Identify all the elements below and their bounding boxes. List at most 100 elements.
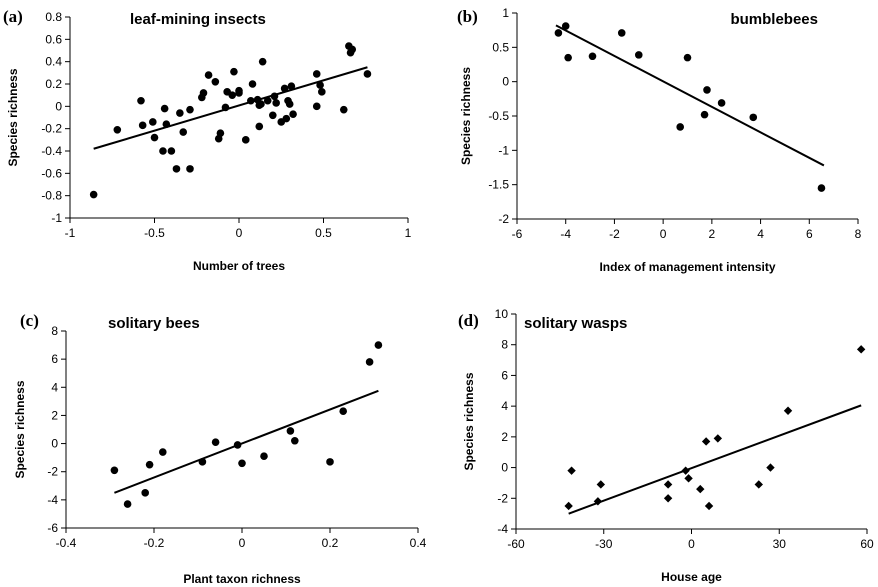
data-point bbox=[363, 70, 372, 78]
data-point bbox=[564, 501, 573, 511]
data-point bbox=[110, 466, 119, 475]
y-tick-label: 0.6 bbox=[45, 32, 62, 46]
data-point bbox=[241, 136, 250, 144]
data-point bbox=[89, 190, 98, 199]
data-point bbox=[696, 484, 705, 494]
data-point bbox=[683, 53, 692, 62]
data-point bbox=[230, 67, 238, 76]
y-axis-title: Species richness bbox=[6, 68, 20, 166]
chart-title: bumblebees bbox=[730, 11, 818, 28]
y-tick-label: 4 bbox=[51, 380, 58, 394]
data-point bbox=[150, 133, 159, 142]
data-point bbox=[318, 88, 326, 96]
data-point bbox=[263, 96, 272, 105]
x-tick-label: -4 bbox=[560, 227, 571, 241]
data-point bbox=[141, 489, 149, 497]
data-point bbox=[289, 110, 297, 118]
data-point bbox=[561, 22, 570, 30]
chart-panel-c: -6 -4 -2 0 2 4 6 8 -0.4 -0.2 0 0.2 0.4 (c) solitary be… bbox=[13, 311, 427, 586]
data-point bbox=[198, 458, 207, 466]
x-tick-label: 30 bbox=[773, 537, 787, 551]
data-point bbox=[159, 448, 167, 456]
x-tick-label: 0.5 bbox=[315, 226, 332, 240]
data-point bbox=[257, 100, 265, 108]
data-point bbox=[272, 99, 280, 107]
data-point bbox=[676, 123, 684, 131]
y-tick-label: 0.8 bbox=[45, 10, 62, 24]
y-tick-label: 8 bbox=[51, 324, 58, 338]
panel-label: (c) bbox=[20, 311, 39, 330]
x-tick-label: 6 bbox=[806, 227, 813, 241]
chart-panel-d: -4 -2 0 2 4 6 8 10 -60 -30 0 30 60 (d) solitary wasps H… bbox=[458, 307, 874, 584]
chart-title: solitary wasps bbox=[524, 315, 627, 332]
x-tick-label: 0 bbox=[660, 227, 667, 241]
data-point bbox=[211, 77, 220, 86]
x-axis-title: Plant taxon richness bbox=[183, 572, 301, 586]
data-point bbox=[233, 441, 242, 449]
y-axis-title: Species richness bbox=[462, 372, 476, 470]
data-point bbox=[339, 105, 348, 114]
y-tick-label: 6 bbox=[501, 368, 508, 382]
y-tick-label: -1 bbox=[51, 211, 62, 225]
x-axis-title: Number of trees bbox=[193, 259, 285, 273]
data-point bbox=[564, 53, 572, 62]
trend-line bbox=[555, 24, 825, 167]
y-tick-label: -6 bbox=[47, 521, 58, 535]
data-point bbox=[270, 92, 279, 101]
data-point bbox=[159, 147, 167, 155]
data-point bbox=[186, 105, 194, 114]
y-tick-label: 0.5 bbox=[492, 40, 509, 54]
x-tick-label: 0.2 bbox=[322, 536, 339, 550]
panel-label: (d) bbox=[458, 311, 479, 330]
data-point bbox=[149, 118, 157, 126]
data-point bbox=[216, 129, 225, 137]
y-axis-title: Species richness bbox=[459, 67, 473, 165]
y-tick-label: -0.4 bbox=[41, 144, 62, 158]
y-tick-label: -0.8 bbox=[41, 189, 62, 203]
x-tick-label: 0.4 bbox=[410, 536, 427, 550]
y-tick-label: 2 bbox=[501, 430, 508, 444]
data-point bbox=[179, 128, 188, 136]
data-point bbox=[783, 406, 793, 415]
y-tick-label: -4 bbox=[497, 522, 508, 536]
data-point bbox=[199, 89, 208, 97]
trend-line bbox=[93, 66, 368, 150]
data-point bbox=[247, 96, 255, 105]
data-point bbox=[567, 466, 576, 475]
data-point bbox=[287, 82, 296, 91]
y-tick-label: -2 bbox=[47, 465, 58, 479]
data-point bbox=[286, 427, 295, 435]
data-point bbox=[113, 125, 122, 134]
data-point bbox=[312, 102, 321, 111]
y-tick-label: 0 bbox=[55, 99, 62, 113]
data-point bbox=[172, 165, 181, 173]
x-tick-label: -30 bbox=[595, 537, 613, 551]
data-point bbox=[255, 122, 264, 131]
data-point bbox=[186, 165, 194, 173]
x-axis-title: House age bbox=[661, 570, 722, 584]
data-point bbox=[260, 452, 268, 461]
data-point bbox=[204, 71, 213, 79]
x-tick-label: 0 bbox=[236, 226, 243, 240]
data-point bbox=[593, 497, 603, 506]
data-point bbox=[269, 111, 277, 120]
data-point bbox=[248, 80, 257, 88]
data-point bbox=[700, 110, 709, 119]
data-point bbox=[137, 96, 145, 105]
data-point bbox=[348, 45, 357, 54]
x-tick-label: 2 bbox=[709, 227, 716, 241]
data-point bbox=[766, 463, 775, 472]
y-tick-label: -0.5 bbox=[488, 109, 509, 123]
data-point bbox=[312, 70, 321, 78]
data-point bbox=[162, 120, 171, 128]
data-point bbox=[817, 184, 826, 192]
data-point bbox=[634, 51, 643, 59]
x-tick-label: -60 bbox=[507, 537, 525, 551]
y-axis-title: Species richness bbox=[13, 380, 27, 478]
data-point bbox=[684, 474, 693, 483]
chart-panel-a: -1 -0.8 -0.6 -0.4 -0.2 0 0.2 0.4 0.6 0.8 -1 -0.5 0 0.… bbox=[3, 7, 412, 273]
panel-label: (a) bbox=[3, 7, 23, 26]
x-tick-label: -1 bbox=[65, 226, 76, 240]
data-point bbox=[754, 480, 763, 489]
